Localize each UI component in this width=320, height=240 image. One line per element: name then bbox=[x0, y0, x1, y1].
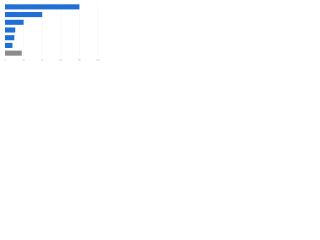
x-tick-label: 60 bbox=[60, 60, 63, 62]
x-tick-label: 0 bbox=[4, 60, 6, 62]
bar bbox=[5, 19, 24, 25]
x-tick-label: 40 bbox=[41, 60, 44, 62]
x-tick-label: 80 bbox=[78, 60, 81, 62]
bar bbox=[5, 27, 16, 33]
bar bbox=[5, 12, 43, 18]
chart: 0 20 40 60 80 100 bbox=[4, 3, 100, 62]
x-tick-label: 20 bbox=[22, 60, 25, 62]
x-tick-label: 100 bbox=[96, 60, 100, 62]
bar bbox=[5, 42, 13, 48]
bar bbox=[5, 4, 80, 10]
bar bbox=[5, 35, 15, 41]
bar bbox=[5, 50, 22, 56]
